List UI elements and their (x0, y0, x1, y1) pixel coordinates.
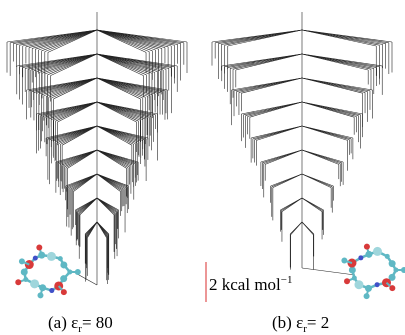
atom (21, 269, 28, 276)
molecule-b (341, 244, 405, 300)
atom (47, 252, 56, 261)
branch (282, 198, 302, 212)
figure: 2 kcal mol−1 (a) εr= 80 (b) εr= 2 (0, 0, 405, 335)
caption-prefix: (a) ε (48, 313, 78, 332)
atom (60, 261, 67, 268)
disconnectivity-graph-a (7, 12, 187, 285)
branch (302, 222, 313, 235)
scale-bar-label: 2 kcal mol−1 (209, 274, 292, 294)
branch (250, 102, 302, 117)
branch (302, 268, 355, 275)
page: 2 kcal mol−1 (a) εr= 80 (b) εr= 2 (() =>… (0, 0, 405, 335)
atom (19, 258, 25, 264)
branch (228, 30, 302, 46)
caption-suffix: = 80 (82, 313, 113, 332)
atom (36, 244, 42, 250)
atom (364, 293, 370, 299)
atom (37, 292, 43, 298)
branch (302, 30, 376, 46)
atom (373, 247, 382, 256)
atom (49, 288, 54, 293)
atom (60, 275, 67, 282)
atom (401, 267, 405, 273)
branch (291, 222, 302, 235)
atom (75, 269, 81, 275)
atom (364, 244, 370, 250)
branch (302, 102, 354, 117)
caption-a: (a) εr= 80 (48, 313, 113, 335)
caption-suffix: = 2 (307, 313, 329, 332)
branch (302, 78, 363, 93)
branch (265, 150, 302, 164)
scale-bar-superscript: −1 (281, 274, 293, 286)
branch (302, 126, 348, 140)
atom (33, 256, 38, 261)
branch (302, 150, 339, 164)
scale-bar-text: 2 kcal mol (209, 275, 281, 294)
atom (354, 280, 363, 289)
atom (344, 278, 350, 284)
atom (358, 255, 363, 260)
atom (61, 289, 67, 295)
atom (341, 258, 347, 264)
disconnectivity-graph-b (212, 12, 392, 275)
branch (302, 54, 368, 70)
atom (15, 279, 21, 285)
atom (349, 267, 356, 274)
branch (273, 174, 302, 188)
atom (375, 282, 380, 287)
branch (256, 126, 302, 140)
branch (236, 54, 302, 70)
caption-prefix: (b) ε (272, 313, 303, 332)
branch (241, 78, 302, 93)
molecule-a (15, 244, 81, 298)
atom (30, 279, 39, 288)
caption-b: (b) εr= 2 (272, 313, 329, 335)
atom (385, 254, 390, 259)
atom (389, 285, 395, 291)
atom (389, 260, 396, 267)
branch (302, 174, 331, 188)
atom (58, 256, 63, 261)
branch (302, 198, 322, 212)
